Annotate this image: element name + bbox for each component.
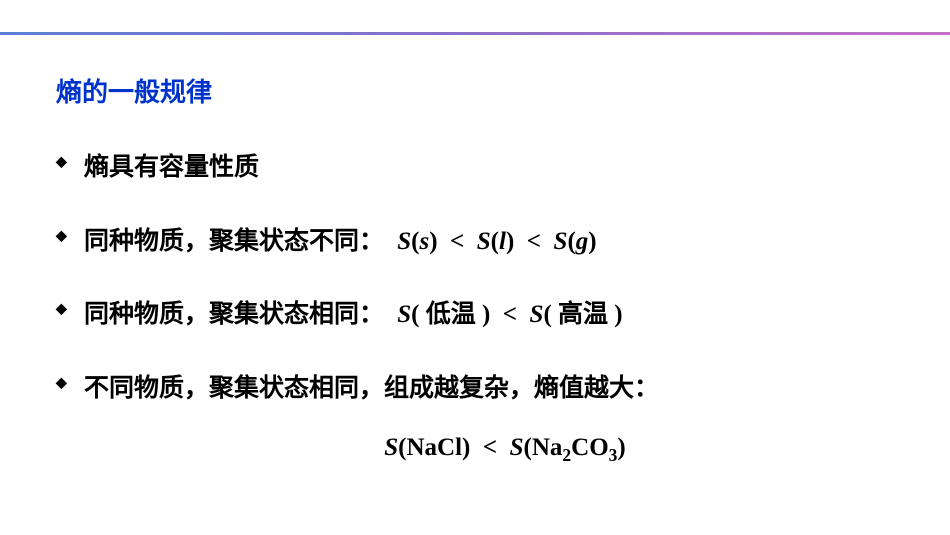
bullet-4-formula-line: S(NaCl) < S(Na2CO3) [56, 433, 894, 466]
slide-content: 熵的一般规律 熵具有容量性质 同种物质，聚集状态不同： S(s) < S(l) … [0, 0, 950, 466]
bullet-2-prefix: 同种物质，聚集状态不同： [84, 227, 384, 255]
slide-title: 熵的一般规律 [56, 72, 894, 109]
bullet-2-formula: S(s) < S(l) < S(g) [391, 228, 597, 255]
bullet-3: 同种物质，聚集状态相同： S( 低温 ) < S( 高温 ) [84, 296, 894, 334]
bullet-4: 不同物质，聚集状态相同，组成越复杂，熵值越大： [84, 370, 894, 408]
bullet-3-formula: S( 低温 ) < S( 高温 ) [391, 301, 623, 328]
bullet-2: 同种物质，聚集状态不同： S(s) < S(l) < S(g) [84, 223, 894, 261]
bullet-4-formula: S(NaCl) < S(Na2CO3) [384, 434, 626, 461]
bullet-list: 熵具有容量性质 同种物质，聚集状态不同： S(s) < S(l) < S(g) … [56, 149, 894, 407]
top-gradient-line [0, 32, 950, 35]
bullet-1: 熵具有容量性质 [84, 149, 894, 187]
bullet-1-text: 熵具有容量性质 [84, 153, 259, 181]
bullet-3-prefix: 同种物质，聚集状态相同： [84, 300, 384, 328]
bullet-4-prefix: 不同物质，聚集状态相同，组成越复杂，熵值越大： [84, 374, 659, 402]
